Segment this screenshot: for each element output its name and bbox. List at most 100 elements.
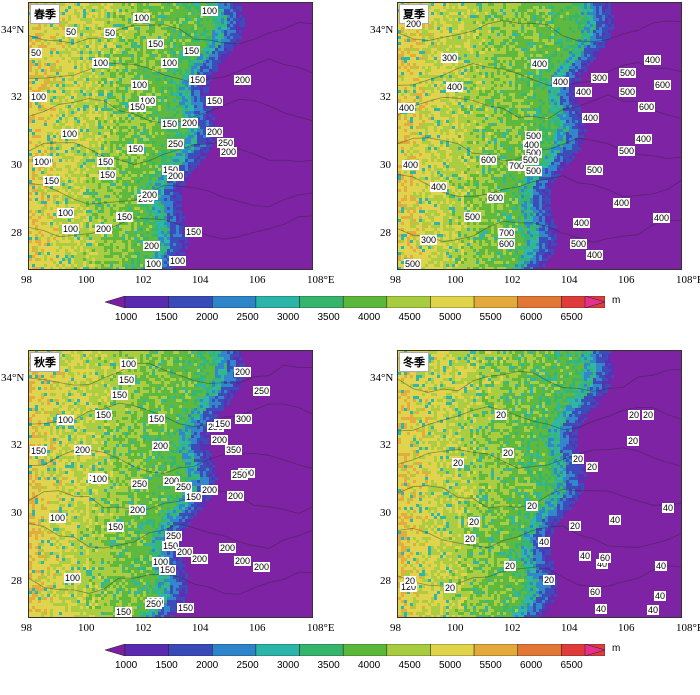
- contour-label: 250: [217, 138, 235, 148]
- contour-label: 400: [573, 218, 591, 228]
- x-tick-label: 106: [249, 622, 266, 634]
- colorbar-label: 3500: [318, 660, 340, 671]
- contour-label: 100: [30, 92, 48, 102]
- contour-label: 40: [647, 605, 660, 615]
- contour-label: 300: [235, 414, 253, 424]
- contour-label: 100: [145, 259, 163, 269]
- contour-label: 40: [596, 559, 609, 569]
- x-tick-label: 100: [447, 622, 464, 634]
- colorbar-label: 4000: [358, 660, 380, 671]
- contour-label: 20: [404, 576, 417, 586]
- contour-label: 150: [148, 414, 166, 424]
- contour-label: 400: [644, 55, 662, 65]
- contour-label: 150: [127, 144, 145, 154]
- map-panel-summer: 夏季 200 300 400 300 500 400 400 500 600 400 400 400 40…: [397, 2, 682, 270]
- contour-label: 300: [441, 53, 459, 63]
- contour-label: 200: [129, 505, 147, 515]
- contour-label: 40: [654, 591, 667, 601]
- contour-label: 200: [143, 241, 161, 251]
- contour-label: 150: [95, 410, 113, 420]
- contour-label: 200: [141, 190, 159, 200]
- terrain-map: [398, 351, 681, 617]
- contour-label: 200: [234, 556, 252, 566]
- contour-label: 100: [169, 256, 187, 266]
- contour-label: 200: [253, 562, 271, 572]
- y-tick-label: 30: [11, 159, 22, 171]
- contour-label: 20: [526, 501, 539, 511]
- colorbar: [105, 296, 605, 308]
- contour-label: 50: [30, 48, 43, 58]
- x-tick-label: 104: [561, 622, 578, 634]
- colorbar-label: 6000: [520, 660, 542, 671]
- map-panel-spring: 春季 100 100 50 50 150 50 100 100 150 150 100 100 200 20…: [28, 2, 313, 270]
- contour-label: 200: [219, 543, 237, 553]
- map-panel-autumn: 秋季10020015025015010015025030015015020020…: [28, 350, 313, 618]
- contour-label: 200: [152, 441, 170, 451]
- contour-label: 250: [165, 531, 183, 541]
- contour-label: 400: [582, 113, 600, 123]
- contour-label: 150: [159, 565, 177, 575]
- contour-label: 500: [618, 146, 636, 156]
- y-tick-label: 34°N: [370, 372, 393, 384]
- contour-label: 500: [586, 165, 604, 175]
- contour-label: 250: [131, 479, 149, 489]
- colorbar-label: 4500: [399, 660, 421, 671]
- contour-label: 20: [468, 517, 481, 527]
- x-tick-label: 102: [504, 622, 521, 634]
- x-tick-label: 106: [618, 622, 635, 634]
- contour-label: 50: [104, 28, 117, 38]
- contour-label: 200: [181, 118, 199, 128]
- contour-label: 250: [231, 470, 249, 480]
- contour-label: 60: [589, 587, 602, 597]
- panel-title: 春季: [30, 4, 60, 24]
- contour-label: 400: [402, 160, 420, 170]
- contour-label: 20: [572, 454, 585, 464]
- contour-label: 100: [91, 474, 109, 484]
- colorbar-unit: m: [612, 295, 620, 306]
- contour-label: 20: [642, 410, 655, 420]
- contour-label: 300: [420, 235, 438, 245]
- contour-label: 40: [579, 551, 592, 561]
- contour-label: 150: [189, 75, 207, 85]
- x-tick-label: 98: [390, 622, 401, 634]
- colorbar-label: 2500: [237, 312, 259, 323]
- x-tick-label: 100: [78, 274, 95, 286]
- colorbar-label: 2000: [196, 312, 218, 323]
- contour-label: 20: [504, 561, 517, 571]
- colorbar-label: 2000: [196, 660, 218, 671]
- contour-label: 40: [609, 515, 622, 525]
- colorbar-label: 5000: [439, 312, 461, 323]
- contour-label: 200: [95, 224, 113, 234]
- contour-label: 200: [227, 491, 245, 501]
- contour-label: 20: [452, 458, 465, 468]
- contour-label: 100: [139, 96, 157, 106]
- contour-label: 250: [167, 139, 185, 149]
- y-tick-label: 34°N: [1, 372, 24, 384]
- x-tick-label: 102: [135, 274, 152, 286]
- contour-label: 150: [214, 419, 232, 429]
- contour-label: 600: [654, 80, 672, 90]
- contour-label: 400: [635, 134, 653, 144]
- contour-label: 350: [225, 445, 243, 455]
- x-tick-label: 104: [192, 622, 209, 634]
- y-tick-label: 28: [380, 575, 391, 587]
- contour-label: 200: [234, 75, 252, 85]
- y-tick-label: 32: [11, 91, 22, 103]
- colorbar-label: 6500: [561, 312, 583, 323]
- contour-label: 100: [133, 13, 151, 23]
- y-tick-label: 30: [380, 159, 391, 171]
- colorbar-label: 4000: [358, 312, 380, 323]
- colorbar-label: 1000: [115, 660, 137, 671]
- contour-label: 400: [613, 198, 631, 208]
- x-tick-label: 98: [21, 274, 32, 286]
- colorbar-label: 1500: [156, 660, 178, 671]
- contour-label: 200: [206, 127, 224, 137]
- contour-label: 250: [175, 482, 193, 492]
- contour-label: 200: [176, 547, 194, 557]
- contour-label: 300: [591, 73, 609, 83]
- contour-label: 400: [653, 213, 671, 223]
- colorbar-label: 3000: [277, 660, 299, 671]
- contour-label: 150: [162, 541, 180, 551]
- contour-label: 200: [191, 554, 209, 564]
- contour-label: 100: [161, 58, 179, 68]
